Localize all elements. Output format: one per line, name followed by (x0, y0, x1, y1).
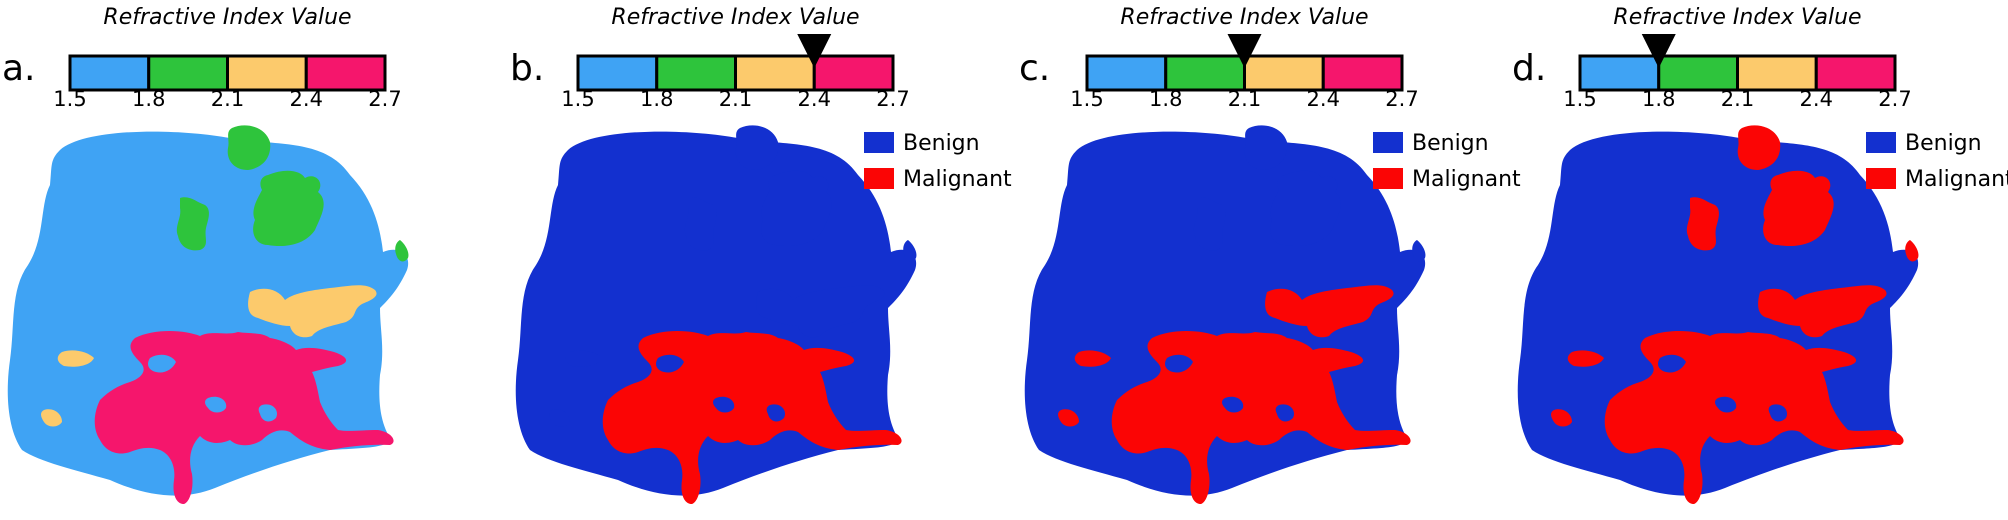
colorbar-tick-label: 1.5 (1070, 87, 1103, 111)
panel-label: a. (2, 48, 36, 89)
colorbar-tick-label: 2.7 (876, 87, 909, 111)
colorbar-bin-3 (1243, 54, 1325, 92)
panel-a: a. Refractive Index Value 1.5 1.8 2.1 2.4 2.7 (2, 5, 409, 504)
colorbar-bin-2 (1657, 54, 1739, 92)
colorbar-title: Refractive Index Value (1120, 5, 1368, 30)
legend-label-benign: Benign (1412, 131, 1489, 156)
colorbar-title: Refractive Index Value (1613, 5, 1861, 30)
colorbar-tick-label: 2.4 (798, 87, 831, 111)
legend: Benign Malignant (1373, 131, 1521, 192)
colorbar-tick-label: 1.5 (1563, 87, 1596, 111)
legend-label-malignant: Malignant (903, 167, 1012, 192)
legend-swatch-benign (1373, 132, 1403, 153)
legend-swatch-benign (1866, 132, 1896, 153)
legend-swatch-malignant (1866, 168, 1896, 189)
colorbar-tick-label: 1.8 (132, 87, 165, 111)
legend-label-malignant: Malignant (1412, 167, 1521, 192)
colorbar-tick-label: 2.1 (211, 87, 244, 111)
colorbar-bin-3 (734, 54, 816, 92)
colorbar-bin-3 (1736, 54, 1818, 92)
legend: Benign Malignant (1866, 131, 2008, 192)
colorbar-bin-1 (1085, 54, 1168, 92)
colorbar-tick-label: 2.4 (1800, 87, 1833, 111)
threshold-marker (797, 34, 832, 68)
panel-d: d. Refractive Index Value 1.5 1.8 2.1 2.4 2.7 B… (1512, 5, 2008, 504)
colorbar-tick-label: 2.1 (1228, 87, 1261, 111)
tissue-map (1024, 125, 1426, 504)
colorbar-tick-label: 1.5 (53, 87, 86, 111)
legend-swatch-malignant (1373, 168, 1403, 189)
colorbar-bin-2 (147, 54, 229, 92)
legend-label-benign: Benign (1905, 131, 1982, 156)
colorbar-bin-1 (68, 54, 151, 92)
colorbar-tick-label: 2.4 (1307, 87, 1340, 111)
colorbar-bin-4 (304, 54, 387, 92)
legend-swatch-benign (864, 132, 894, 153)
colorbar-bin-2 (655, 54, 737, 92)
colorbar-tick-label: 1.8 (1149, 87, 1182, 111)
colorbar-tick-label: 2.1 (719, 87, 752, 111)
panel-label: d. (1512, 48, 1546, 89)
colorbar-bin-4 (812, 54, 895, 92)
colorbar-title: Refractive Index Value (611, 5, 859, 30)
colorbar-bin-1 (1578, 54, 1661, 92)
colorbar-title: Refractive Index Value (103, 5, 351, 30)
tissue-map (7, 125, 409, 504)
colorbar-bin-4 (1814, 54, 1897, 92)
colorbar-tick-label: 1.8 (1642, 87, 1675, 111)
colorbar-tick-label: 2.7 (1385, 87, 1418, 111)
tissue-map (1517, 125, 1919, 504)
colorbar-tick-label: 2.7 (1878, 87, 1911, 111)
panel-b: b. Refractive Index Value 1.5 1.8 2.1 2.4 2.7 B… (510, 5, 1012, 504)
colorbar-bin-3 (226, 54, 308, 92)
colorbar-bin-2 (1164, 54, 1246, 92)
threshold-marker (1641, 34, 1676, 68)
panel-c: c. Refractive Index Value 1.5 1.8 2.1 2.4 2.7 B… (1019, 5, 1521, 504)
colorbar-tick-label: 2.4 (290, 87, 323, 111)
legend-swatch-malignant (864, 168, 894, 189)
colorbar-tick-label: 1.5 (561, 87, 594, 111)
legend-label-malignant: Malignant (1905, 167, 2008, 192)
colorbar-tick-label: 1.8 (640, 87, 673, 111)
tissue-map (515, 125, 917, 504)
panel-label: c. (1019, 48, 1050, 89)
legend-label-benign: Benign (903, 131, 980, 156)
colorbar-tick-label: 2.1 (1721, 87, 1754, 111)
threshold-marker (1227, 34, 1262, 68)
colorbar-bin-4 (1321, 54, 1404, 92)
colorbar-bin-1 (576, 54, 659, 92)
legend: Benign Malignant (864, 131, 1012, 192)
colorbar-tick-label: 2.7 (368, 87, 401, 111)
panel-label: b. (510, 48, 544, 89)
